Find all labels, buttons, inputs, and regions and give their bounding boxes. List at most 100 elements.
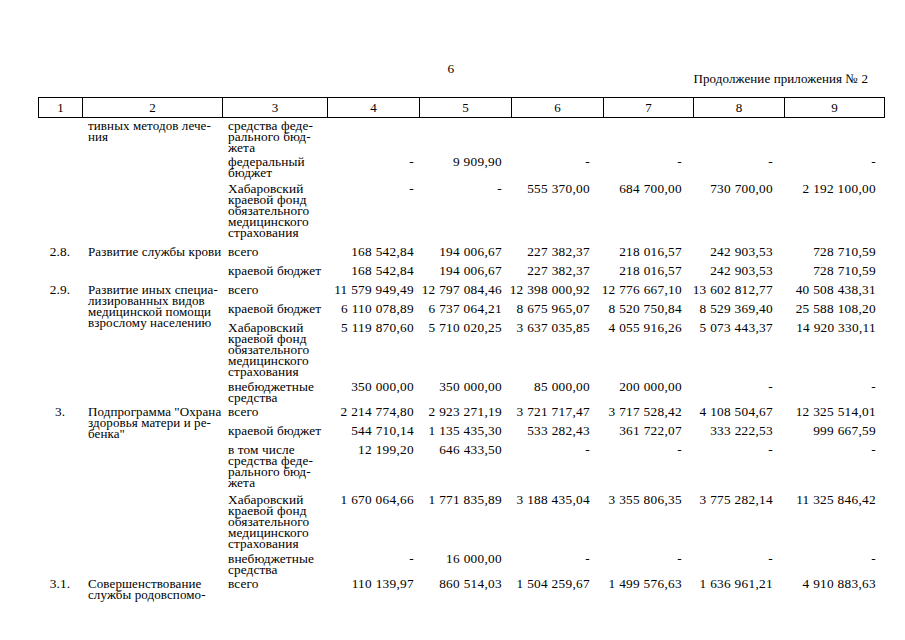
amount-cell: - [327, 553, 419, 564]
amount-cell: 11 579 949,49 [327, 284, 419, 295]
item-name: Развитие службы крови [82, 246, 222, 257]
funding-subrow: всего110 139,97860 514,031 504 259,671 4… [222, 578, 885, 589]
amount-cell: 3 775 282,14 [693, 494, 784, 505]
amount-cell: 227 382,37 [511, 246, 603, 257]
amount-cell: 1 499 576,63 [603, 578, 693, 589]
item-subrows: всего110 139,97860 514,031 504 259,671 4… [222, 578, 885, 597]
amount-cell: 3 188 435,04 [511, 494, 603, 505]
amount-cell: - [784, 553, 883, 564]
amount-cell: 2 923 271,19 [419, 406, 511, 417]
table-row: тивных методов лече- ниясредства феде- р… [38, 120, 885, 246]
funding-source: всего [222, 578, 327, 589]
amount-cell: 110 139,97 [327, 578, 419, 589]
funding-source: всего [222, 406, 327, 417]
amount-cell: 12 776 667,10 [603, 284, 693, 295]
item-number: 3.1. [38, 578, 82, 589]
amount-cell: 544 710,14 [327, 425, 419, 436]
funding-source: средства феде- рального бюд- жета [222, 120, 327, 153]
amount-cell: 350 000,00 [327, 381, 419, 392]
item-number: 2.9. [38, 284, 82, 295]
amount-cell: 8 520 750,84 [603, 303, 693, 314]
amount-cell: 5 119 870,60 [327, 322, 419, 333]
amount-cell: - [327, 183, 419, 194]
amount-cell: 3 637 035,85 [511, 322, 603, 333]
amount-cell: - [784, 156, 883, 167]
column-number-cell: 4 [328, 98, 420, 117]
amount-cell: 333 222,53 [693, 425, 784, 436]
amount-cell: 1 771 835,89 [419, 494, 511, 505]
funding-source: внебюджетные средства [222, 381, 327, 403]
amount-cell: - [693, 156, 784, 167]
funding-source: краевой бюджет [222, 265, 327, 276]
funding-source: Хабаровский краевой фонд обязательного м… [222, 183, 327, 238]
amount-cell: 5 710 020,25 [419, 322, 511, 333]
amount-cell: 13 602 812,77 [693, 284, 784, 295]
amount-cell: - [511, 444, 603, 455]
item-name: тивных методов лече- ния [82, 120, 222, 142]
amount-cell: - [693, 553, 784, 564]
amount-cell: 40 508 438,31 [784, 284, 883, 295]
amount-cell: 12 325 514,01 [784, 406, 883, 417]
amount-cell: - [784, 444, 883, 455]
funding-subrow: краевой бюджет544 710,141 135 435,30533 … [222, 425, 885, 436]
amount-cell: 194 006,67 [419, 246, 511, 257]
amount-cell: 728 710,59 [784, 265, 883, 276]
funding-subrow: всего11 579 949,4912 797 084,4612 398 00… [222, 284, 885, 295]
amount-cell: 728 710,59 [784, 246, 883, 257]
amount-cell: 12 398 000,92 [511, 284, 603, 295]
amount-cell: 14 920 330,11 [784, 322, 883, 333]
amount-cell: 16 000,00 [419, 553, 511, 564]
amount-cell: 2 214 774,80 [327, 406, 419, 417]
amount-cell: 200 000,00 [603, 381, 693, 392]
funding-source: всего [222, 246, 327, 257]
table-row: 2.8.Развитие службы кровивсего168 542,84… [38, 246, 885, 284]
amount-cell: 218 016,57 [603, 265, 693, 276]
amount-cell: 555 370,00 [511, 183, 603, 194]
amount-cell: 218 016,57 [603, 246, 693, 257]
amount-cell: 194 006,67 [419, 265, 511, 276]
funding-subrow: в том числе средства феде- рального бюд-… [222, 444, 885, 488]
continuation-caption: Продолжение приложения № 2 [38, 71, 884, 87]
amount-cell: 11 325 846,42 [784, 494, 883, 505]
funding-subrow: внебюджетные средства350 000,00350 000,0… [222, 381, 885, 403]
table-row: 2.9.Развитие иных специа- лизированных в… [38, 284, 885, 406]
column-number-cell: 1 [39, 98, 83, 117]
amount-cell: 8 675 965,07 [511, 303, 603, 314]
amount-cell: 1 636 961,21 [693, 578, 784, 589]
amount-cell: 4 055 916,26 [603, 322, 693, 333]
amount-cell: 25 588 108,20 [784, 303, 883, 314]
funding-subrow: всего2 214 774,802 923 271,193 721 717,4… [222, 406, 885, 417]
amount-cell: - [784, 381, 883, 392]
amount-cell: 242 903,53 [693, 265, 784, 276]
item-number: 2.8. [38, 246, 82, 257]
funding-source: Хабаровский краевой фонд обязательного м… [222, 494, 327, 549]
amount-cell: - [603, 156, 693, 167]
column-number-cell: 9 [785, 98, 884, 117]
amount-cell: 684 700,00 [603, 183, 693, 194]
amount-cell: 227 382,37 [511, 265, 603, 276]
amount-cell: 1 670 064,66 [327, 494, 419, 505]
amount-cell: 3 717 528,42 [603, 406, 693, 417]
funding-subrow: всего168 542,84194 006,67227 382,37218 0… [222, 246, 885, 257]
amount-cell: - [419, 183, 511, 194]
column-number-cell: 2 [83, 98, 223, 117]
table-row: 3.Подпрограмма "Охрана здоровья матери и… [38, 406, 885, 578]
amount-cell: 6 110 078,89 [327, 303, 419, 314]
column-number-cell: 8 [694, 98, 785, 117]
amount-cell: - [511, 156, 603, 167]
amount-cell: - [603, 444, 693, 455]
amount-cell: - [603, 553, 693, 564]
budget-table: 123456789 тивных методов лече- ниясредст… [38, 97, 885, 600]
amount-cell: 3 355 806,35 [603, 494, 693, 505]
amount-cell: 730 700,00 [693, 183, 784, 194]
funding-source: всего [222, 284, 327, 295]
funding-subrow: средства феде- рального бюд- жета [222, 120, 885, 153]
amount-cell: 999 667,59 [784, 425, 883, 436]
funding-source: внебюджетные средства [222, 553, 327, 575]
amount-cell: 533 282,43 [511, 425, 603, 436]
amount-cell: 12 797 084,46 [419, 284, 511, 295]
funding-subrow: краевой бюджет168 542,84194 006,67227 38… [222, 265, 885, 276]
amount-cell: 350 000,00 [419, 381, 511, 392]
funding-source: федеральный бюджет [222, 156, 327, 178]
amount-cell: - [693, 381, 784, 392]
